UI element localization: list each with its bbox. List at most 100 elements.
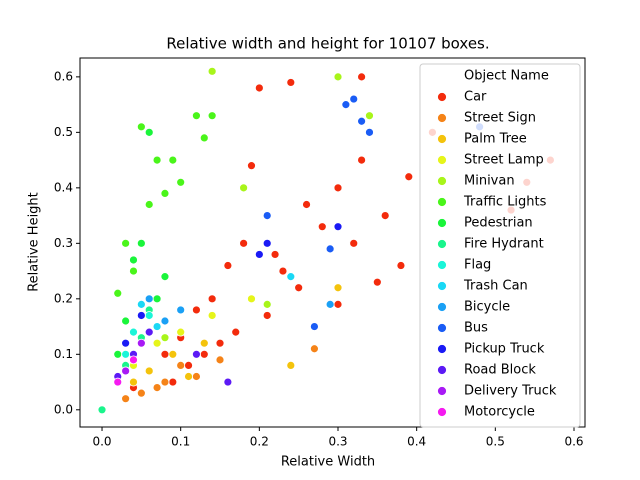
point bbox=[129, 255, 138, 265]
legend-label: Car bbox=[464, 90, 487, 105]
point bbox=[231, 327, 241, 337]
point bbox=[192, 305, 201, 315]
point bbox=[176, 305, 186, 315]
point bbox=[160, 377, 170, 387]
point bbox=[184, 361, 193, 370]
point bbox=[215, 338, 225, 348]
point bbox=[192, 349, 201, 359]
legend-marker bbox=[437, 323, 447, 333]
legend-marker bbox=[437, 113, 447, 123]
x-tick-label: 0.4 bbox=[407, 435, 426, 449]
legend-label: Road Block bbox=[464, 363, 536, 378]
y-tick-label: 0.1 bbox=[54, 347, 73, 361]
point bbox=[136, 311, 146, 320]
legend-marker bbox=[437, 155, 447, 165]
point bbox=[294, 283, 304, 293]
legend-label: Bicycle bbox=[464, 300, 510, 315]
point bbox=[310, 344, 319, 354]
legend-marker bbox=[437, 407, 447, 417]
point bbox=[349, 94, 359, 104]
legend-title: Object Name bbox=[464, 69, 549, 84]
point bbox=[357, 72, 367, 82]
point bbox=[357, 116, 367, 126]
point bbox=[317, 222, 327, 232]
point bbox=[333, 283, 343, 293]
point bbox=[341, 100, 351, 110]
x-axis-label: Relative Width bbox=[281, 455, 375, 470]
legend-box bbox=[419, 63, 581, 428]
y-tick-label: 0.4 bbox=[54, 180, 73, 194]
point bbox=[113, 288, 123, 298]
plot-frame bbox=[79, 57, 586, 428]
point bbox=[176, 361, 186, 370]
point bbox=[199, 338, 209, 348]
point bbox=[97, 405, 107, 415]
point bbox=[199, 349, 209, 359]
point bbox=[113, 349, 123, 359]
point bbox=[380, 211, 390, 220]
point bbox=[333, 222, 343, 232]
legend-label: Street Lamp bbox=[464, 153, 544, 168]
point bbox=[136, 388, 146, 398]
point bbox=[176, 177, 186, 187]
point bbox=[310, 322, 319, 331]
point bbox=[357, 155, 367, 165]
point bbox=[160, 333, 170, 343]
legend-label: Trash Can bbox=[463, 279, 528, 294]
point bbox=[215, 355, 225, 365]
point bbox=[396, 261, 406, 270]
point bbox=[286, 78, 296, 87]
legend-label: Pickup Truck bbox=[464, 342, 545, 357]
point bbox=[160, 349, 170, 359]
x-tick-label: 0.3 bbox=[328, 435, 347, 449]
point bbox=[247, 294, 256, 304]
point bbox=[168, 349, 178, 359]
y-tick-label: 0.2 bbox=[54, 291, 73, 305]
x-tick-label: 0.2 bbox=[250, 435, 269, 449]
x-tick-label: 0.5 bbox=[486, 435, 505, 449]
point bbox=[121, 238, 131, 248]
point bbox=[247, 161, 256, 171]
x-tick-label: 0.6 bbox=[564, 435, 583, 449]
legend-label: Bus bbox=[464, 321, 488, 336]
point bbox=[121, 316, 131, 326]
point bbox=[207, 111, 217, 121]
legend-marker bbox=[437, 92, 447, 102]
point bbox=[136, 299, 146, 309]
legend-marker bbox=[437, 344, 447, 354]
legend-label: Palm Tree bbox=[464, 132, 527, 147]
point bbox=[144, 127, 154, 137]
point bbox=[365, 111, 374, 121]
legend-label: Minivan bbox=[464, 174, 515, 189]
point bbox=[325, 299, 335, 309]
point bbox=[286, 361, 296, 370]
point bbox=[160, 272, 170, 282]
point bbox=[160, 316, 170, 326]
point bbox=[286, 272, 296, 282]
point bbox=[184, 372, 193, 381]
point bbox=[239, 238, 249, 248]
point bbox=[207, 294, 217, 304]
point bbox=[129, 377, 138, 387]
point bbox=[152, 155, 162, 165]
point bbox=[365, 127, 374, 137]
point bbox=[160, 188, 170, 198]
point bbox=[223, 377, 233, 387]
point bbox=[262, 238, 272, 248]
legend-marker bbox=[437, 134, 447, 144]
legend-marker bbox=[437, 302, 447, 312]
point bbox=[121, 394, 131, 404]
point bbox=[262, 299, 272, 309]
point bbox=[152, 294, 162, 304]
point bbox=[168, 155, 178, 165]
legend-label: Flag bbox=[464, 258, 491, 273]
legend-label: Motorcycle bbox=[464, 405, 535, 420]
point bbox=[113, 377, 123, 387]
legend-marker bbox=[437, 281, 447, 291]
point bbox=[144, 294, 154, 304]
legend-label: Pedestrian bbox=[464, 216, 533, 231]
point bbox=[152, 322, 162, 331]
y-axis-label: Relative Height bbox=[27, 192, 42, 292]
point bbox=[152, 338, 162, 348]
point bbox=[152, 383, 162, 393]
